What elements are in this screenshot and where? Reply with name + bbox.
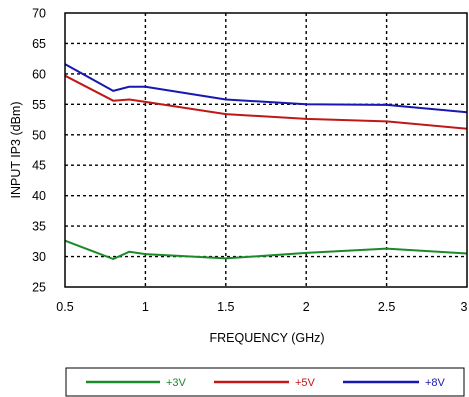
legend-label: +3V	[166, 377, 187, 389]
y-tick-label: 65	[32, 37, 46, 51]
series-line	[64, 239, 468, 260]
y-tick-label: 40	[32, 189, 46, 203]
y-axis-label: INPUT IP3 (dBm)	[9, 101, 23, 198]
y-tick-label: 70	[32, 7, 46, 21]
legend: +3V +5V +8V	[65, 367, 465, 397]
y-tick-label: 30	[32, 250, 46, 264]
grid-lines	[65, 13, 467, 287]
series-lines	[64, 63, 468, 260]
x-tick-labels: 0.5 1 1.5 2 2.5 3	[56, 300, 467, 314]
legend-label: +5V	[295, 377, 316, 389]
y-tick-label: 25	[32, 281, 46, 295]
y-tick-labels: 25 30 35 40 45 50 55 60 65 70	[32, 7, 46, 295]
x-tick-label: 0.5	[56, 300, 73, 314]
x-tick-label: 1.5	[217, 300, 234, 314]
x-axis-label: FREQUENCY (GHz)	[209, 331, 324, 345]
y-tick-label: 50	[32, 128, 46, 142]
x-tick-label: 3	[461, 300, 468, 314]
x-tick-label: 2	[303, 300, 310, 314]
y-tick-label: 35	[32, 220, 46, 234]
series-line	[64, 74, 468, 130]
y-tick-label: 55	[32, 98, 46, 112]
x-tick-label: 1	[142, 300, 149, 314]
y-tick-label: 60	[32, 67, 46, 81]
series-line	[64, 63, 468, 114]
plot-frame	[64, 12, 468, 288]
legend-label: +8V	[425, 377, 446, 389]
x-tick-label: 2.5	[378, 300, 395, 314]
y-tick-label: 45	[32, 159, 46, 173]
